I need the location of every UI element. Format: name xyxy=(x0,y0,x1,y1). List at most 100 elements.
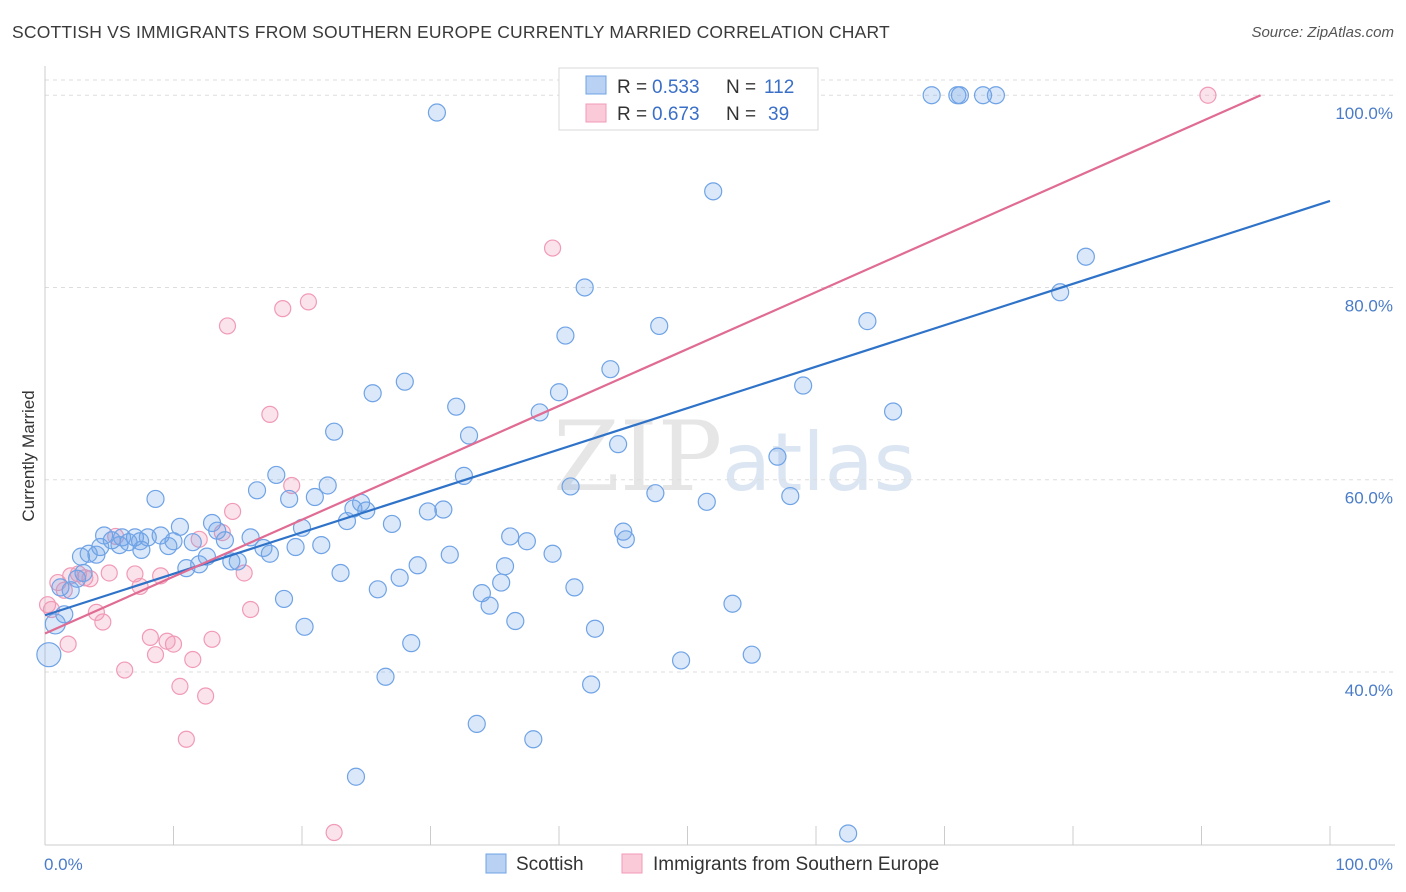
immigrants-point-33 xyxy=(283,476,301,495)
immigrants-point-28 xyxy=(224,502,242,521)
scottish-point-57 xyxy=(408,556,427,575)
immigrants-point-9 xyxy=(94,613,112,631)
scottish-point-89 xyxy=(671,651,691,670)
scottish-point-43 xyxy=(325,422,344,441)
scottish-point-99 xyxy=(858,312,877,331)
grid-lines xyxy=(45,79,1395,673)
scottish-point-96 xyxy=(781,486,800,506)
scottish-point-79 xyxy=(565,578,584,597)
immigrants-point-24 xyxy=(197,687,215,705)
legend-n-label-immigrants: N = xyxy=(726,104,756,125)
series-legend: Scottish Immigrants from Southern Europe xyxy=(485,853,939,875)
scottish-point-107 xyxy=(1076,247,1095,266)
scottish-point-55 xyxy=(395,372,414,391)
scottish-point-31 xyxy=(247,481,267,500)
scottish-point-40 xyxy=(305,487,324,507)
scottish-point-3 xyxy=(61,581,80,600)
immigrants-point-22 xyxy=(184,650,202,669)
scottish-point-53 xyxy=(382,514,402,534)
scottish-point-94 xyxy=(742,645,761,664)
legend-r-label-scottish: R = xyxy=(617,77,647,98)
scottish-point-80 xyxy=(575,278,594,297)
legend-r-label-immigrants: R = xyxy=(617,104,647,125)
scottish-point-76 xyxy=(549,383,569,402)
scottish-point-72 xyxy=(517,532,536,551)
scottish-point-109 xyxy=(130,532,150,551)
scottish-point-62 xyxy=(447,397,466,416)
scottish-point-60 xyxy=(434,500,453,519)
scottish-point-70 xyxy=(501,527,520,546)
scottish-point-42 xyxy=(318,476,337,495)
source-label: Source: ZipAtlas.com xyxy=(1251,24,1394,41)
x-tick-label-100: 100.0% xyxy=(1335,855,1393,874)
scottish-point-44 xyxy=(331,563,350,583)
immigrants-point-37 xyxy=(1199,86,1217,104)
scottish-point-22 xyxy=(183,533,202,552)
scottish-point-59 xyxy=(427,103,447,122)
watermark-atlas: atlas xyxy=(722,416,915,509)
legend-r-value-immigrants: 0.673 xyxy=(652,104,700,125)
scottish-point-95 xyxy=(768,447,787,466)
scottish-point-56 xyxy=(402,634,421,653)
legend-n-value-scottish: 112 xyxy=(764,77,794,98)
scottish-point-63 xyxy=(454,466,474,485)
scottish-point-84 xyxy=(609,435,628,454)
scottish-point-87 xyxy=(646,484,665,503)
scottish-point-103 xyxy=(950,86,970,105)
y-tick-label-60: 60.0% xyxy=(1345,489,1393,508)
scottish-point-61 xyxy=(440,545,459,564)
scottish-point-92 xyxy=(704,182,723,201)
scottish-point-26 xyxy=(208,521,227,540)
scottish-trend-line xyxy=(44,199,1331,617)
immigrants-point-15 xyxy=(141,628,159,646)
immigrants-point-35 xyxy=(325,823,343,842)
scottish-point-0 xyxy=(36,642,62,668)
legend-r-value-scottish: 0.533 xyxy=(652,77,700,98)
immigrants-point-29 xyxy=(235,564,253,582)
scottish-point-91 xyxy=(697,492,716,511)
immigrants-trend-line xyxy=(44,94,1262,635)
scottish-point-33 xyxy=(260,544,279,563)
immigrants-point-27 xyxy=(218,317,237,335)
scottish-point-41 xyxy=(312,535,331,555)
scottish-point-65 xyxy=(467,714,486,733)
immigrants-point-20 xyxy=(171,677,189,695)
immigrants-points xyxy=(38,86,1217,842)
scottish-point-34 xyxy=(267,465,286,485)
scottish-point-97 xyxy=(794,376,813,395)
scottish-point-83 xyxy=(601,360,620,379)
scottish-point-50 xyxy=(363,384,382,403)
x-tick-labels: 0.0% 100.0% xyxy=(44,855,1393,874)
correlation-legend: R = 0.533 N = 112 R = 0.673 N = 39 xyxy=(558,67,819,131)
scottish-point-69 xyxy=(495,557,515,576)
scottish-point-104 xyxy=(973,86,993,105)
scottish-point-5 xyxy=(74,563,93,583)
y-axis-title: Currently Married xyxy=(19,390,38,521)
scottish-point-54 xyxy=(390,568,409,587)
scottish-point-36 xyxy=(280,489,299,509)
y-tick-label-40: 40.0% xyxy=(1345,681,1393,700)
legend-swatch-immigrants xyxy=(585,103,607,123)
immigrants-point-16 xyxy=(146,646,165,664)
immigrants-point-30 xyxy=(242,600,260,619)
scottish-point-105 xyxy=(986,86,1006,105)
scottish-point-78 xyxy=(561,477,580,496)
scottish-point-71 xyxy=(506,611,525,631)
immigrants-point-19 xyxy=(164,635,183,653)
scottish-point-73 xyxy=(524,730,543,749)
y-tick-label-80: 80.0% xyxy=(1345,296,1393,315)
legend-n-value-immigrants: 39 xyxy=(768,104,789,125)
trend-lines xyxy=(44,94,1331,635)
scottish-point-77 xyxy=(556,326,575,345)
bottom-legend-scottish: Scottish xyxy=(516,854,584,875)
scottish-point-16 xyxy=(146,489,165,509)
scottish-point-58 xyxy=(418,502,438,521)
scottish-point-93 xyxy=(723,594,742,613)
immigrants-point-36 xyxy=(543,239,562,257)
scottish-point-39 xyxy=(295,617,314,636)
scottish-point-82 xyxy=(585,619,605,638)
scottish-point-51 xyxy=(368,580,387,599)
immigrants-point-10 xyxy=(100,564,118,582)
y-tick-label-100: 100.0% xyxy=(1335,104,1393,123)
